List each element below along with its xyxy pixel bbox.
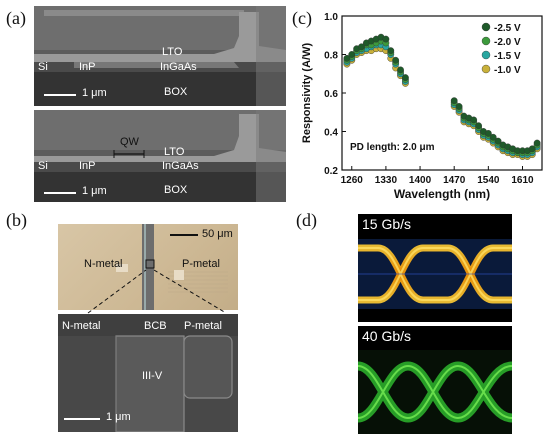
panel-label-b: (b) [6, 210, 27, 230]
micrograph-b: N-metal P-metal 50 μm [58, 224, 238, 310]
legend-label: -2.5 V [494, 23, 521, 34]
eye-rate-40g: 40 Gb/s [362, 328, 412, 344]
data-point [392, 56, 400, 64]
label-lto-a: LTO [162, 46, 183, 58]
label-inp-a2: InP [79, 160, 96, 172]
data-point [484, 130, 492, 137]
label-qw-a: QW [120, 136, 139, 148]
label-ingaas-a: InGaAs [160, 61, 197, 73]
label-iii-v: III-V [142, 370, 163, 382]
y-tick-label: 0.8 [324, 51, 338, 62]
legend-marker [481, 64, 491, 74]
legend-marker [481, 36, 491, 46]
legend-marker [481, 50, 491, 60]
scale-bar-a2 [44, 192, 76, 194]
data-point [533, 139, 541, 147]
y-tick-label: 0.6 [324, 89, 338, 100]
label-inp-a: InP [79, 61, 96, 73]
sem-image-a-bottom: QW LTO Si InP InGaAs BOX 1 μm [34, 110, 286, 202]
sem-image-a-top: LTO Si InP InGaAs BOX 1 μm [34, 6, 286, 106]
label-box-a: BOX [164, 86, 188, 98]
data-point [348, 51, 356, 58]
label-si-a: Si [38, 61, 48, 73]
y-tick-label: 0.4 [324, 128, 338, 139]
data-point [402, 74, 409, 82]
data-point [475, 122, 482, 130]
data-point [494, 137, 502, 145]
responsivity-chart: 0.2 0.4 0.6 0.8 1.0 1260 1330 1400 1470 1540 1610 W… [301, 12, 543, 201]
micrograph-structure-b [116, 224, 228, 310]
legend-label: -2.0 V [494, 37, 521, 48]
label-n-metal-row: N-metal [62, 320, 101, 332]
panel-label-a: (a) [6, 8, 26, 28]
label-p-metal-row: P-metal [184, 320, 222, 332]
scale-label-a2: 1 μm [82, 185, 107, 197]
panel-label-c: (c) [292, 8, 312, 28]
x-tick-label: 1610 [511, 175, 534, 186]
eye-rate-15g: 15 Gb/s [362, 216, 412, 232]
data-point [450, 97, 458, 105]
data-point [528, 145, 536, 153]
sem-structure-b [58, 314, 238, 432]
data-point [343, 54, 351, 62]
scale-label-b-bottom: 1 μm [106, 411, 131, 423]
eye-diagram-15g: 15 Gb/s [358, 214, 512, 322]
scale-bar-b-bottom [64, 418, 100, 420]
label-si-a2: Si [38, 160, 48, 172]
x-tick-label: 1260 [341, 175, 364, 186]
x-axis-label: Wavelength (nm) [394, 187, 490, 201]
panel-label-d: (d) [296, 210, 317, 230]
sem-structure-a-top [34, 6, 286, 106]
data-point [358, 43, 365, 51]
x-tick-label: 1540 [477, 175, 500, 186]
data-point [455, 103, 463, 110]
sem-image-b: N-metal BCB P-metal III-V 1 μm [58, 314, 238, 432]
y-axis-label: Responsivity (A/W) [301, 43, 313, 144]
scale-bar-a [44, 94, 76, 96]
legend-marker [481, 22, 491, 32]
y-tick-label: 1.0 [324, 12, 338, 23]
label-n-metal-top: N-metal [84, 258, 123, 270]
scale-label-a: 1 μm [82, 87, 107, 99]
sem-structure-a-bottom [34, 110, 286, 202]
data-point [470, 116, 478, 124]
pd-length-annotation: PD length: 2.0 μm [350, 142, 435, 153]
x-tick-label: 1330 [375, 175, 398, 186]
scale-label-b-top: 50 μm [202, 228, 233, 240]
eye-diagram-40g: 40 Gb/s [358, 326, 512, 434]
y-tick-label: 0.2 [324, 166, 338, 177]
data-point [489, 133, 497, 141]
legend-label: -1.5 V [494, 51, 521, 62]
label-ingaas-a2: InGaAs [162, 160, 199, 172]
label-box-a2: BOX [164, 184, 188, 196]
label-bcb: BCB [144, 320, 167, 332]
zoom-lines-b [87, 269, 227, 314]
data-point [397, 66, 404, 74]
x-tick-label: 1400 [409, 175, 432, 186]
legend-label: -1.0 V [494, 65, 521, 76]
label-p-metal-top: P-metal [182, 258, 220, 270]
eye-traces-40g [358, 350, 512, 434]
label-lto-a2: LTO [164, 146, 185, 158]
x-tick-label: 1470 [443, 175, 466, 186]
eye-traces-15g [358, 239, 512, 309]
data-point [387, 47, 395, 55]
data-point [382, 35, 390, 43]
scale-bar-b-top [170, 234, 198, 236]
